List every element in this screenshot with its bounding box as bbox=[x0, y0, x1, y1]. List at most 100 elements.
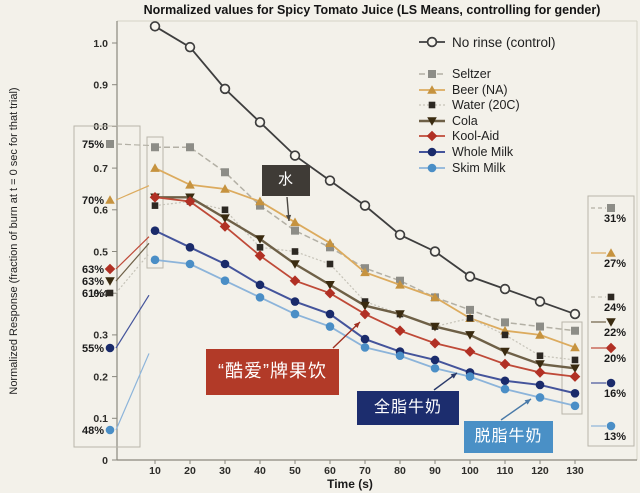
data-point-marker bbox=[535, 360, 545, 369]
right-percent-label: 24% bbox=[604, 302, 626, 314]
annotation-arrow-koolaid bbox=[332, 321, 361, 349]
data-point-marker bbox=[430, 355, 440, 365]
data-point-marker bbox=[428, 101, 436, 109]
annotation-whole-milk-label: 全脂牛奶 bbox=[357, 391, 459, 425]
chart-title: Normalized values for Spicy Tomato Juice… bbox=[143, 3, 601, 17]
data-point-marker bbox=[221, 206, 229, 214]
y-tick-label: 0.3 bbox=[93, 330, 108, 342]
data-point-marker bbox=[570, 364, 580, 374]
data-point-marker bbox=[395, 280, 405, 289]
data-point-marker bbox=[464, 346, 476, 357]
data-point-marker bbox=[325, 238, 335, 247]
legend-label-kool-aid: Kool-Aid bbox=[452, 129, 500, 143]
data-point-marker bbox=[256, 244, 264, 251]
right-percent-label: 22% bbox=[604, 327, 626, 339]
data-point-marker bbox=[569, 308, 581, 320]
data-point-marker bbox=[290, 309, 300, 319]
y-axis-label: Normalized Response (fraction of burn at… bbox=[8, 87, 20, 395]
data-point-marker bbox=[359, 308, 371, 320]
data-point-marker bbox=[427, 147, 437, 157]
data-point-marker bbox=[534, 296, 546, 307]
data-point-marker bbox=[291, 248, 299, 255]
data-point-marker bbox=[185, 259, 195, 269]
y-tick-label: 0.9 bbox=[93, 80, 108, 92]
legend-label-no-rinse: No rinse (control) bbox=[452, 34, 556, 50]
legend-item-cola: Cola bbox=[418, 113, 478, 129]
data-point-marker bbox=[606, 378, 616, 388]
data-point-marker bbox=[105, 277, 115, 286]
data-point-marker bbox=[255, 235, 265, 244]
legend-label-water: Water (20C) bbox=[452, 98, 520, 112]
data-point-marker bbox=[150, 255, 160, 265]
legend-item-no-rinse: No rinse (control) bbox=[418, 34, 556, 50]
data-point-marker bbox=[466, 314, 474, 322]
data-point-marker bbox=[220, 276, 230, 285]
left-connector-cola bbox=[115, 242, 150, 282]
right-percent-label: 31% bbox=[604, 213, 626, 225]
legend-label-skim-milk: Skim Milk bbox=[452, 161, 506, 175]
data-point-marker bbox=[464, 271, 476, 282]
data-point-marker bbox=[427, 85, 437, 94]
x-tick-label: 120 bbox=[531, 465, 549, 477]
right-marker-box bbox=[561, 321, 583, 415]
x-tick-label: 80 bbox=[394, 465, 406, 477]
data-point-marker bbox=[291, 226, 299, 235]
data-point-marker bbox=[254, 250, 266, 261]
data-point-marker bbox=[535, 330, 545, 339]
left-percent-label: 55% bbox=[82, 343, 104, 355]
data-point-marker bbox=[360, 343, 370, 352]
data-point-marker bbox=[325, 281, 335, 290]
series-line-beer bbox=[154, 167, 576, 349]
data-point-marker bbox=[106, 140, 114, 148]
x-tick-label: 110 bbox=[497, 465, 514, 477]
annotation-arrowhead-koolaid bbox=[353, 322, 360, 329]
y-tick-label: 0 bbox=[102, 455, 108, 467]
data-point-marker bbox=[535, 380, 545, 390]
data-point-marker bbox=[220, 214, 230, 223]
left-connector-whole bbox=[115, 294, 150, 349]
data-point-marker bbox=[185, 179, 195, 189]
left-percent-label: 63% bbox=[82, 264, 104, 276]
data-point-marker bbox=[184, 41, 196, 53]
legend-item-seltzer: Seltzer bbox=[418, 66, 491, 82]
left-connector-water bbox=[115, 253, 150, 294]
data-point-marker bbox=[105, 343, 115, 353]
y-tick-label: 0.6 bbox=[93, 205, 108, 217]
legend-marker-skim-milk-icon bbox=[419, 163, 445, 173]
left-connector-koolaid bbox=[115, 236, 150, 270]
left-connector-skim bbox=[115, 353, 150, 431]
data-point-marker bbox=[255, 280, 265, 290]
data-point-marker bbox=[570, 388, 580, 398]
legend-label-cola: Cola bbox=[452, 114, 478, 128]
data-point-marker bbox=[429, 337, 441, 349]
data-point-marker bbox=[290, 297, 300, 306]
data-point-marker bbox=[536, 322, 544, 331]
y-tick-label: 1.0 bbox=[93, 38, 108, 50]
right-percent-label: 20% bbox=[604, 353, 626, 365]
data-point-marker bbox=[571, 326, 579, 335]
data-point-marker bbox=[254, 116, 266, 128]
right-percent-label: 13% bbox=[604, 431, 626, 443]
data-point-marker bbox=[501, 331, 509, 339]
y-tick-label: 0.8 bbox=[93, 121, 108, 133]
data-point-marker bbox=[395, 310, 405, 319]
data-point-marker bbox=[605, 342, 617, 354]
legend-item-beer: Beer (NA) bbox=[418, 82, 508, 98]
y-tick-label: 0.4 bbox=[93, 288, 108, 300]
x-tick-label: 100 bbox=[461, 465, 479, 477]
data-point-marker bbox=[430, 322, 440, 332]
x-axis-label: Time (s) bbox=[327, 477, 373, 491]
annotation-arrowhead-whole bbox=[450, 373, 457, 379]
data-point-marker bbox=[535, 393, 545, 402]
legend-item-skim-milk: Skim Milk bbox=[418, 160, 505, 176]
data-point-marker bbox=[360, 334, 370, 344]
data-point-marker bbox=[186, 143, 194, 152]
data-point-marker bbox=[430, 292, 440, 302]
data-point-marker bbox=[500, 347, 510, 357]
right-percent-label: 16% bbox=[604, 388, 626, 400]
legend-marker-no-rinse-icon bbox=[419, 36, 445, 48]
left-percent-label: 75% bbox=[82, 139, 104, 151]
x-tick-label: 20 bbox=[184, 465, 196, 477]
